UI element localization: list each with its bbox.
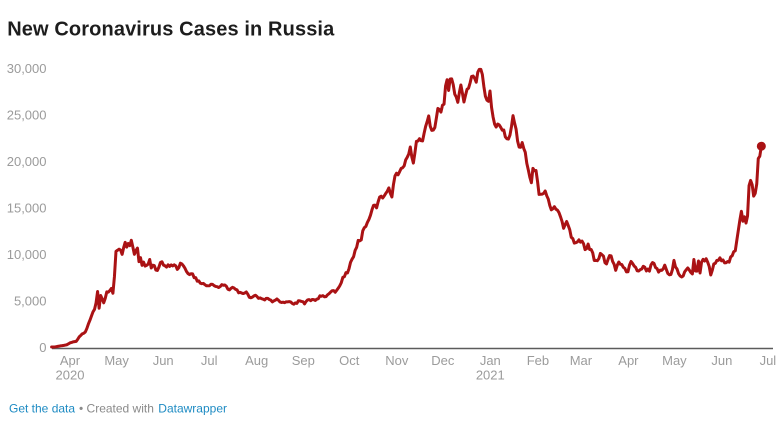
svg-text:Jul: Jul bbox=[201, 353, 218, 368]
svg-text:10,000: 10,000 bbox=[7, 247, 47, 262]
svg-text:Mar: Mar bbox=[570, 353, 593, 368]
svg-text:Jun: Jun bbox=[711, 353, 732, 368]
svg-text:Oct: Oct bbox=[339, 353, 360, 368]
svg-text:Feb: Feb bbox=[527, 353, 549, 368]
svg-text:Sep: Sep bbox=[292, 353, 315, 368]
svg-text:May: May bbox=[104, 353, 129, 368]
svg-text:Aug: Aug bbox=[245, 353, 268, 368]
svg-text:25,000: 25,000 bbox=[7, 108, 47, 123]
svg-text:May: May bbox=[662, 353, 687, 368]
svg-text:30,000: 30,000 bbox=[7, 61, 47, 76]
svg-text:0: 0 bbox=[39, 340, 46, 355]
svg-text:20,000: 20,000 bbox=[7, 154, 47, 169]
svg-text:Get the data: Get the data bbox=[9, 401, 75, 415]
svg-text:5,000: 5,000 bbox=[14, 293, 47, 308]
svg-text:Apr: Apr bbox=[618, 353, 639, 368]
svg-text:Jul: Jul bbox=[760, 353, 777, 368]
svg-text:15,000: 15,000 bbox=[7, 201, 47, 216]
svg-text:Apr: Apr bbox=[60, 353, 81, 368]
svg-text:• Created with: • Created with bbox=[79, 401, 154, 415]
svg-text:2020: 2020 bbox=[56, 367, 85, 382]
svg-text:Datawrapper: Datawrapper bbox=[158, 401, 227, 415]
svg-text:New Coronavirus Cases in Russi: New Coronavirus Cases in Russia bbox=[7, 19, 335, 41]
svg-text:2021: 2021 bbox=[476, 367, 505, 382]
svg-text:Dec: Dec bbox=[431, 353, 455, 368]
svg-text:Jun: Jun bbox=[153, 353, 174, 368]
svg-text:Jan: Jan bbox=[480, 353, 501, 368]
svg-text:Nov: Nov bbox=[385, 353, 409, 368]
